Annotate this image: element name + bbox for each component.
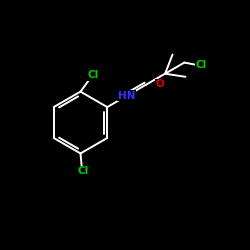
Text: Cl: Cl [88, 70, 99, 80]
Text: Cl: Cl [77, 166, 88, 176]
Text: Cl: Cl [195, 60, 206, 70]
Text: O: O [155, 79, 164, 89]
Text: HN: HN [118, 91, 135, 101]
